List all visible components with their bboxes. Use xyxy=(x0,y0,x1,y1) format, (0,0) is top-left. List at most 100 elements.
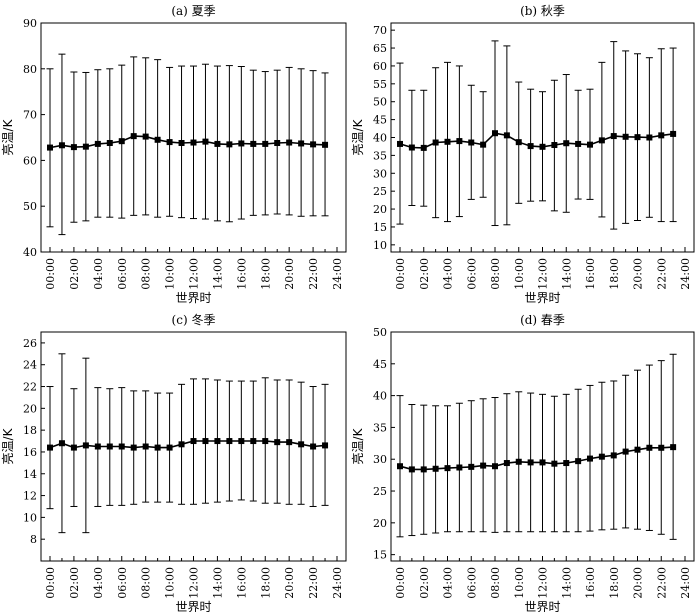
y-axis-label: 亮温/K xyxy=(0,427,15,464)
data-point xyxy=(322,141,329,148)
x-tick-label: 14:00 xyxy=(211,258,224,290)
x-tick-label: 00:00 xyxy=(44,567,57,599)
data-point xyxy=(515,139,522,146)
y-tick-label: 35 xyxy=(373,149,387,162)
y-tick-label: 10 xyxy=(23,511,37,524)
x-tick-label: 06:00 xyxy=(116,567,129,599)
x-axis-label: 世界时 xyxy=(524,291,560,305)
x-tick-label: 04:00 xyxy=(92,567,105,599)
y-tick-label: 35 xyxy=(373,421,387,434)
x-tick-label: 08:00 xyxy=(489,258,502,290)
y-tick-label: 70 xyxy=(373,24,387,37)
data-point xyxy=(408,466,415,473)
data-point xyxy=(587,455,593,462)
y-tick-label: 12 xyxy=(23,490,37,503)
y-tick-label: 60 xyxy=(373,60,387,73)
data-point xyxy=(658,132,665,139)
y-tick-label: 60 xyxy=(23,154,37,167)
x-tick-label: 10:00 xyxy=(164,258,177,290)
data-point xyxy=(575,458,582,465)
data-point xyxy=(154,444,161,451)
y-tick-label: 45 xyxy=(373,358,387,371)
x-tick-label: 00:00 xyxy=(44,258,57,290)
data-point xyxy=(214,438,221,445)
data-point xyxy=(598,453,605,460)
data-point xyxy=(214,140,221,147)
x-tick-label: 12:00 xyxy=(537,258,550,290)
data-point xyxy=(190,438,197,445)
x-tick-label: 04:00 xyxy=(442,567,455,599)
data-point xyxy=(432,465,439,472)
x-axis-label: 世界时 xyxy=(175,600,211,612)
data-point xyxy=(468,463,475,470)
data-point xyxy=(106,443,113,450)
data-point xyxy=(154,136,161,143)
x-tick-label: 24:00 xyxy=(679,258,692,290)
x-tick-label: 24:00 xyxy=(331,258,344,290)
data-point xyxy=(298,140,305,147)
data-point xyxy=(397,463,403,470)
data-point xyxy=(58,440,65,447)
data-point xyxy=(166,139,173,146)
y-tick-label: 70 xyxy=(23,109,37,122)
y-tick-label: 40 xyxy=(23,246,37,259)
data-point xyxy=(408,144,415,151)
x-tick-label: 12:00 xyxy=(188,567,201,599)
y-tick-label: 22 xyxy=(23,381,37,394)
data-point xyxy=(492,463,498,470)
y-tick-label: 10 xyxy=(373,239,387,252)
data-point xyxy=(286,139,293,146)
x-tick-label: 20:00 xyxy=(632,258,645,290)
y-tick-label: 20 xyxy=(373,517,387,530)
x-tick-label: 22:00 xyxy=(307,258,320,290)
y-tick-label: 8 xyxy=(30,533,37,546)
y-tick-label: 50 xyxy=(373,326,387,339)
x-axis-label: 世界时 xyxy=(524,600,560,612)
data-point xyxy=(420,144,427,151)
data-point xyxy=(202,138,209,145)
chart-panel-0: (a) 夏季 40 50 60 70 80 90 00:00 02:00 04:00 06:00 08… xyxy=(0,4,347,305)
y-tick-label: 45 xyxy=(373,114,387,127)
y-tick-label: 20 xyxy=(373,203,387,216)
data-point xyxy=(646,444,653,451)
chart-title: (c) 冬季 xyxy=(172,312,216,327)
data-point xyxy=(47,144,53,151)
data-point xyxy=(610,452,617,459)
data-point xyxy=(226,141,233,148)
x-tick-label: 14:00 xyxy=(560,258,573,290)
x-tick-label: 16:00 xyxy=(235,567,248,599)
y-tick-label: 25 xyxy=(373,185,387,198)
data-point xyxy=(622,133,629,140)
x-tick-label: 18:00 xyxy=(608,567,621,599)
y-tick-label: 15 xyxy=(373,221,387,234)
x-tick-label: 14:00 xyxy=(560,567,573,599)
data-point xyxy=(670,444,677,451)
x-tick-label: 20:00 xyxy=(283,258,296,290)
data-point xyxy=(310,141,317,148)
series-line xyxy=(399,132,674,149)
data-point xyxy=(70,144,77,151)
y-tick-label: 15 xyxy=(373,549,387,562)
data-point xyxy=(503,132,510,139)
data-point xyxy=(480,141,487,148)
x-tick-label: 06:00 xyxy=(116,258,129,290)
data-point xyxy=(310,443,317,450)
data-point xyxy=(527,143,534,150)
data-point xyxy=(262,438,269,445)
x-tick-label: 10:00 xyxy=(513,567,526,599)
data-point xyxy=(178,441,185,448)
y-axis-label: 亮温/K xyxy=(350,118,365,155)
data-point xyxy=(432,139,439,146)
x-tick-label: 18:00 xyxy=(259,567,272,599)
x-tick-label: 08:00 xyxy=(489,567,502,599)
y-tick-label: 25 xyxy=(373,485,387,498)
x-tick-label: 22:00 xyxy=(655,258,668,290)
series-line xyxy=(399,446,674,471)
y-tick-label: 50 xyxy=(23,200,37,213)
data-point xyxy=(563,460,570,467)
x-tick-label: 14:00 xyxy=(211,567,224,599)
x-tick-label: 02:00 xyxy=(418,258,431,290)
chart-title: (b) 秋季 xyxy=(520,4,565,18)
y-tick-label: 55 xyxy=(373,78,387,91)
x-tick-label: 00:00 xyxy=(394,258,407,290)
